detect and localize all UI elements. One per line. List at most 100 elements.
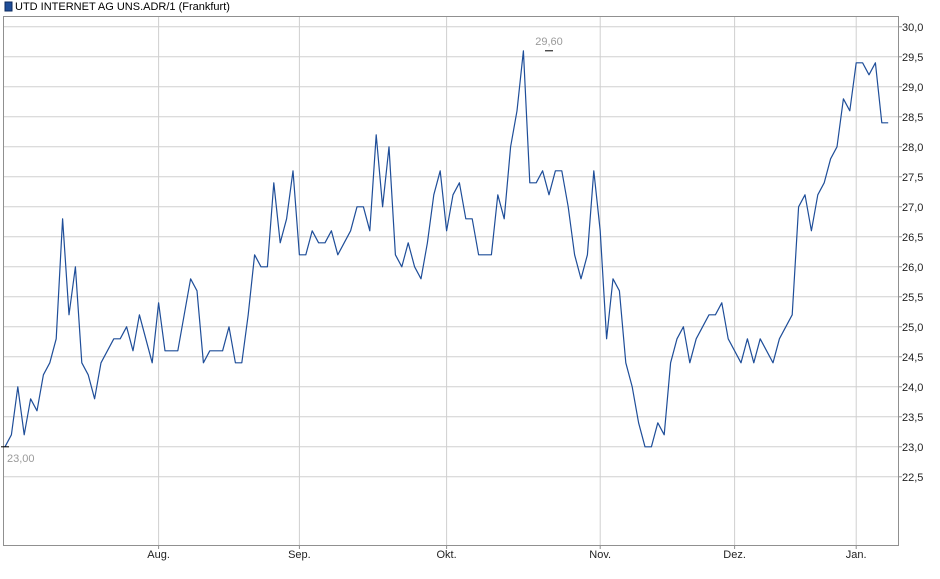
y-tick-label: 27,0 — [902, 202, 923, 214]
data-point — [721, 302, 722, 303]
data-point — [753, 362, 754, 363]
legend-marker — [4, 1, 13, 12]
data-point — [312, 230, 313, 231]
data-point — [696, 338, 697, 339]
data-point — [516, 110, 517, 111]
data-point — [382, 206, 383, 207]
data-point — [465, 218, 466, 219]
data-point — [11, 434, 12, 435]
data-point — [734, 350, 735, 351]
data-point — [587, 254, 588, 255]
y-tick-label: 24,0 — [902, 382, 923, 394]
data-point — [145, 338, 146, 339]
data-point — [248, 314, 249, 315]
data-point — [651, 446, 652, 447]
data-point — [401, 266, 402, 267]
x-tick-label: Dez. — [723, 549, 746, 561]
data-point — [49, 362, 50, 363]
data-point — [683, 326, 684, 327]
data-point — [740, 362, 741, 363]
data-point — [152, 362, 153, 363]
data-point — [606, 338, 607, 339]
data-point — [100, 362, 101, 363]
data-point — [664, 434, 665, 435]
data-point — [708, 314, 709, 315]
data-point — [619, 290, 620, 291]
data-point — [568, 206, 569, 207]
data-point — [702, 326, 703, 327]
data-point — [478, 254, 479, 255]
data-point — [440, 170, 441, 171]
data-point — [331, 230, 332, 231]
data-point — [139, 314, 140, 315]
chart-legend: UTD INTERNET AG UNS.ADR/1 (Frankfurt) — [4, 1, 230, 13]
data-point — [24, 434, 25, 435]
data-point — [760, 338, 761, 339]
data-point — [798, 206, 799, 207]
data-point — [203, 362, 204, 363]
data-point — [171, 350, 172, 351]
y-tick-label: 28,5 — [902, 112, 923, 124]
y-tick-label: 24,5 — [902, 352, 923, 364]
data-point — [772, 362, 773, 363]
data-point — [286, 218, 287, 219]
data-point — [766, 350, 767, 351]
data-point — [254, 254, 255, 255]
data-point — [337, 254, 338, 255]
data-point — [459, 182, 460, 183]
data-point — [94, 398, 95, 399]
data-point — [830, 158, 831, 159]
data-point — [388, 146, 389, 147]
data-point — [216, 350, 217, 351]
data-point — [30, 398, 31, 399]
data-point — [17, 386, 18, 387]
data-point — [868, 74, 869, 75]
data-point — [356, 206, 357, 207]
x-axis: Aug. Sep. Okt. Nov. Dez. Jan. — [147, 545, 867, 561]
data-point — [779, 338, 780, 339]
data-point — [510, 146, 511, 147]
data-point — [292, 170, 293, 171]
price-series-line — [4, 50, 889, 448]
data-point — [318, 242, 319, 243]
data-point — [305, 254, 306, 255]
data-point — [126, 326, 127, 327]
data-point — [529, 182, 530, 183]
data-point — [62, 218, 63, 219]
data-point — [792, 314, 793, 315]
data-point — [785, 326, 786, 327]
data-point — [196, 290, 197, 291]
data-point — [555, 170, 556, 171]
data-point — [657, 422, 658, 423]
data-point — [420, 278, 421, 279]
data-point — [241, 362, 242, 363]
data-point — [222, 350, 223, 351]
data-point — [676, 338, 677, 339]
data-point — [881, 122, 882, 123]
grid-lines — [4, 17, 898, 545]
data-point — [177, 350, 178, 351]
data-point — [747, 338, 748, 339]
data-point — [497, 194, 498, 195]
data-point — [209, 350, 210, 351]
y-tick-label: 29,5 — [902, 52, 923, 64]
data-point — [548, 194, 549, 195]
data-point — [523, 50, 524, 51]
data-point — [280, 242, 281, 243]
y-tick-label: 25,5 — [902, 292, 923, 304]
data-point — [862, 62, 863, 63]
data-point — [600, 230, 601, 231]
y-tick-label: 28,0 — [902, 142, 923, 154]
data-point — [324, 242, 325, 243]
data-point — [190, 278, 191, 279]
data-point — [836, 146, 837, 147]
y-tick-label: 25,0 — [902, 322, 923, 334]
data-point — [888, 122, 889, 123]
data-point — [625, 362, 626, 363]
x-tick-label: Jan. — [846, 549, 867, 561]
y-axis: 22,5 23,0 23,5 24,0 24,5 25,0 25,5 26,0 26,5 27,0… — [898, 22, 923, 484]
data-point — [88, 374, 89, 375]
data-point — [491, 254, 492, 255]
y-tick-label: 26,5 — [902, 232, 923, 244]
